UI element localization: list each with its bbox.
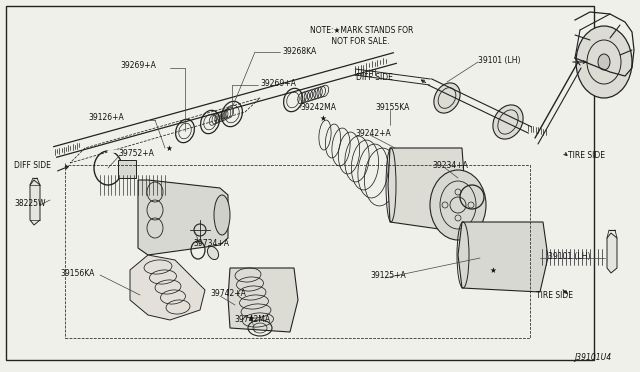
Polygon shape <box>130 255 205 320</box>
Polygon shape <box>607 233 617 273</box>
Text: 39242+A: 39242+A <box>355 129 391 138</box>
Text: 39742MA: 39742MA <box>234 315 270 324</box>
Text: DIFF SIDE: DIFF SIDE <box>14 161 51 170</box>
Text: J39101U4: J39101U4 <box>574 353 611 362</box>
Text: 38225W: 38225W <box>14 199 45 208</box>
Text: 39742+A: 39742+A <box>210 289 246 298</box>
Ellipse shape <box>207 246 219 260</box>
Text: TIRE SIDE: TIRE SIDE <box>568 151 605 160</box>
Text: 39126+A: 39126+A <box>88 113 124 122</box>
Text: ★: ★ <box>320 113 327 122</box>
Text: NOT FOR SALE.: NOT FOR SALE. <box>310 38 390 46</box>
Text: 39234+A: 39234+A <box>432 161 468 170</box>
Text: NOTE:★MARK STANDS FOR: NOTE:★MARK STANDS FOR <box>310 26 413 35</box>
Text: DIFF SIDE: DIFF SIDE <box>356 74 393 83</box>
Text: ★: ★ <box>490 266 497 275</box>
Text: 39125+A: 39125+A <box>370 272 406 280</box>
Polygon shape <box>388 148 465 232</box>
Text: 39269+A: 39269+A <box>260 80 296 89</box>
Polygon shape <box>118 160 136 178</box>
Polygon shape <box>30 180 40 225</box>
Text: 39268KA: 39268KA <box>282 48 316 57</box>
Text: 39101 (LH): 39101 (LH) <box>548 251 591 260</box>
Text: 39155KA: 39155KA <box>375 103 410 112</box>
Ellipse shape <box>434 83 460 113</box>
Text: 39242MA: 39242MA <box>300 103 336 112</box>
Ellipse shape <box>430 170 486 240</box>
Ellipse shape <box>214 195 230 235</box>
Text: 39156KA: 39156KA <box>60 269 94 278</box>
Text: TIRE SIDE: TIRE SIDE <box>536 292 573 301</box>
Polygon shape <box>138 180 228 255</box>
Ellipse shape <box>493 105 523 139</box>
Text: ★: ★ <box>248 314 255 323</box>
Polygon shape <box>228 268 298 332</box>
Ellipse shape <box>598 54 610 70</box>
Text: 39269+A: 39269+A <box>120 61 156 71</box>
Text: 39101 (LH): 39101 (LH) <box>478 55 520 64</box>
Polygon shape <box>458 222 548 292</box>
Ellipse shape <box>576 26 632 98</box>
Text: 39734+A: 39734+A <box>193 240 229 248</box>
Text: 39752+A: 39752+A <box>118 148 154 157</box>
Text: ★: ★ <box>165 144 172 153</box>
